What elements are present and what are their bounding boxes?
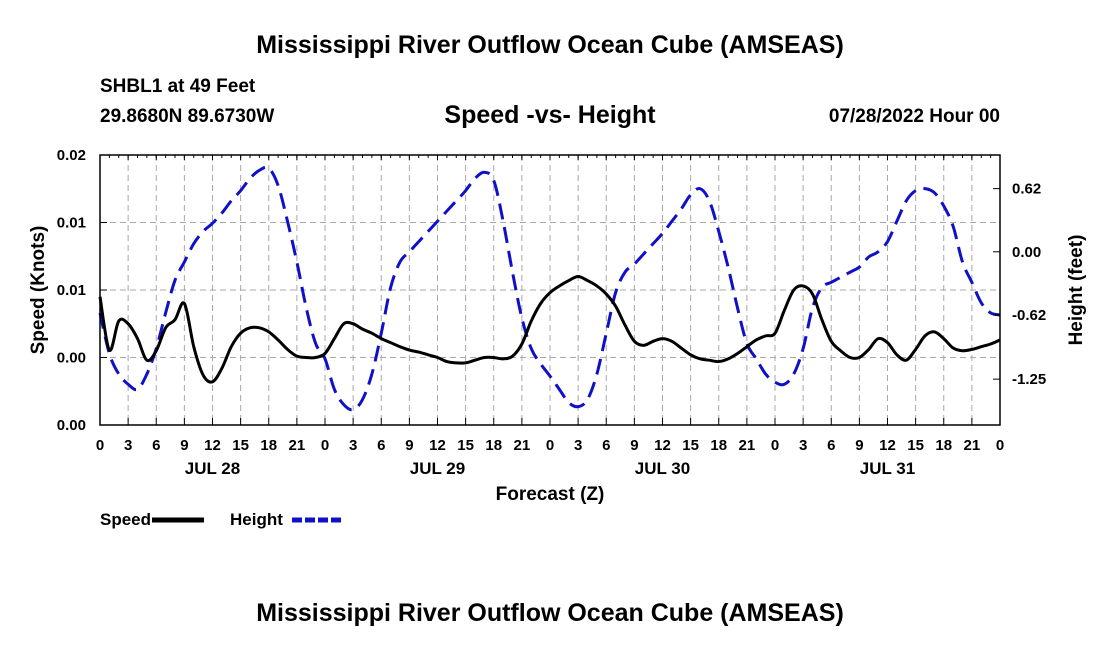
y-left-tick-label: 0.01 — [57, 215, 86, 232]
x-tick-label: 18 — [260, 437, 277, 454]
x-tick-label: 15 — [457, 437, 474, 454]
speed-legend-label: Speed — [100, 510, 151, 529]
x-tick-label: 3 — [799, 437, 807, 454]
station-coordinates: 29.8680N 89.6730W — [100, 106, 275, 127]
y-left-tick-label: 0.00 — [57, 350, 86, 367]
x-tick-label: 3 — [124, 437, 132, 454]
height-series-line — [98, 165, 1001, 412]
x-tick-label: 3 — [574, 437, 582, 454]
x-tick-label: 6 — [377, 437, 385, 454]
x-tick-label: 21 — [964, 437, 981, 454]
x-tick-label: 6 — [827, 437, 835, 454]
x-tick-label: 9 — [855, 437, 863, 454]
x-tick-label: 0 — [996, 437, 1004, 454]
x-tick-label: 18 — [485, 437, 502, 454]
speed-series-line — [98, 275, 1001, 384]
x-tick-label: 15 — [907, 437, 924, 454]
x-tick-label: 9 — [180, 437, 188, 454]
x-tick-label: 0 — [546, 437, 554, 454]
footer-title: Mississippi River Outflow Ocean Cube (AM… — [256, 599, 844, 627]
x-tick-label: 12 — [204, 437, 221, 454]
chart-axes: 0 3 6 9 12 15 18 21 0 3 6 9 12 15 18 21 0 3 6 9 12 15 18 21 0 3 6 9… — [28, 147, 1087, 505]
x-tick-label: 21 — [289, 437, 306, 454]
y-left-tick-label: 0.01 — [57, 282, 86, 299]
x-tick-label: 15 — [682, 437, 699, 454]
y-right-axis-title: Height (feet) — [1066, 235, 1087, 346]
x-tick-label: 0 — [771, 437, 779, 454]
chart-subtitle: Speed -vs- Height — [444, 101, 656, 129]
y-right-tick-label: -1.25 — [1012, 371, 1046, 388]
x-tick-label: 12 — [654, 437, 671, 454]
series-layer — [98, 165, 1001, 412]
x-tick-label: 3 — [349, 437, 357, 454]
y-left-axis-title: Speed (Knots) — [28, 226, 49, 355]
x-tick-label: 12 — [429, 437, 446, 454]
chart-legend: Speed Height — [100, 510, 344, 529]
x-tick-label: 15 — [232, 437, 249, 454]
x-tick-label: 0 — [321, 437, 329, 454]
forecast-datetime: 07/28/2022 Hour 00 — [828, 106, 1000, 127]
x-axis-title: Forecast (Z) — [496, 484, 605, 505]
x-tick-label: 9 — [630, 437, 638, 454]
y-left-tick-label: 0.00 — [57, 417, 86, 434]
main-title: Mississippi River Outflow Ocean Cube (AM… — [256, 31, 844, 59]
chart-grid — [100, 155, 1000, 425]
day-label: JUL 28 — [185, 459, 240, 478]
x-tick-label: 21 — [739, 437, 756, 454]
y-right-tick-label: -0.62 — [1012, 307, 1046, 324]
y-left-tick-label: 0.02 — [57, 147, 86, 164]
x-tick-label: 9 — [405, 437, 413, 454]
y-right-tick-label: 0.62 — [1012, 181, 1041, 198]
station-label: SHBL1 at 49 Feet — [100, 76, 256, 97]
x-tick-label: 12 — [879, 437, 896, 454]
x-tick-label: 0 — [96, 437, 104, 454]
x-tick-label: 21 — [514, 437, 531, 454]
x-tick-label: 18 — [935, 437, 952, 454]
day-label: JUL 29 — [410, 459, 465, 478]
x-tick-label: 18 — [710, 437, 727, 454]
day-label: JUL 30 — [635, 459, 690, 478]
day-label: JUL 31 — [860, 459, 915, 478]
y-right-tick-label: 0.00 — [1012, 244, 1041, 261]
x-tick-label: 6 — [602, 437, 610, 454]
height-legend-label: Height — [230, 510, 283, 529]
x-tick-label: 6 — [152, 437, 160, 454]
